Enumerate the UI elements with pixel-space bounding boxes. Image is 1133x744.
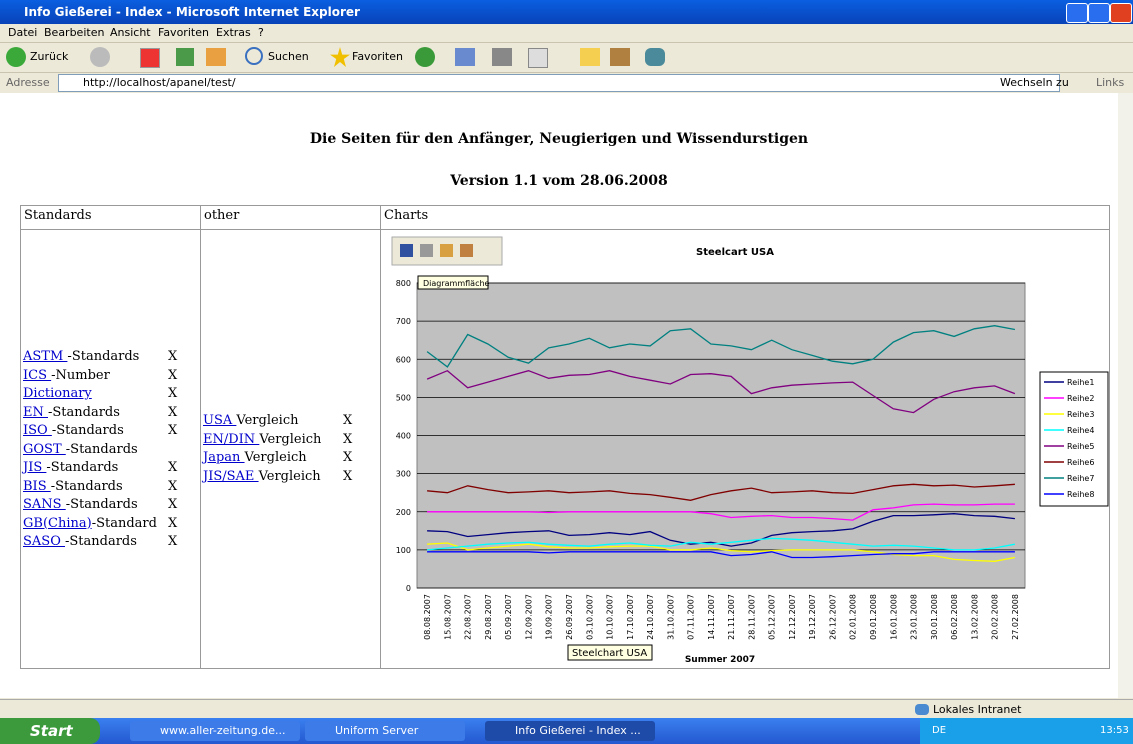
x-tick-label: 21.11.2007 xyxy=(727,594,736,640)
x-tick-label: 09.01.2008 xyxy=(869,594,878,640)
x-tick-label: 26.12.2007 xyxy=(828,594,837,640)
x-tick-label: 14.11.2007 xyxy=(707,594,716,640)
y-tick-label: 300 xyxy=(396,470,411,479)
x-tick-label: 28.11.2007 xyxy=(747,594,756,640)
x-axis-title: Summer 2007 xyxy=(685,655,755,665)
x-tick-label: 12.09.2007 xyxy=(524,594,533,640)
status-zone: Lokales Intranet xyxy=(933,700,1021,719)
legend-label: Reihe8 xyxy=(1067,490,1094,499)
x-tick-label: 30.01.2008 xyxy=(930,594,939,640)
taskbar: Start www.aller-zeitung.de... Uniform Se… xyxy=(0,718,1133,744)
x-tick-label: 23.01.2008 xyxy=(910,594,919,640)
x-tick-label: 22.08.2007 xyxy=(464,594,473,640)
x-tick-label: 17.10.2007 xyxy=(626,594,635,640)
x-tick-label: 08.08.2007 xyxy=(423,594,432,640)
x-tick-label: 07.11.2007 xyxy=(687,594,696,640)
x-tick-label: 20.02.2008 xyxy=(991,594,1000,640)
x-tick-label: 03.10.2007 xyxy=(585,594,594,640)
task-button[interactable]: www.aller-zeitung.de... xyxy=(130,721,300,741)
legend-label: Reihe7 xyxy=(1067,474,1094,483)
x-tick-label: 16.01.2008 xyxy=(889,594,898,640)
y-tick-label: 700 xyxy=(396,317,411,326)
x-tick-label: 13.02.2008 xyxy=(970,594,979,640)
y-tick-label: 100 xyxy=(396,546,411,555)
save-icon[interactable] xyxy=(400,244,413,257)
x-tick-label: 15.08.2007 xyxy=(443,594,452,640)
print-icon[interactable] xyxy=(420,244,433,257)
legend-label: Reihe1 xyxy=(1067,378,1094,387)
legend-label: Reihe4 xyxy=(1067,426,1094,435)
x-tick-label: 10.10.2007 xyxy=(606,594,615,640)
legend-label: Reihe3 xyxy=(1067,410,1094,419)
task-button[interactable]: Uniform Server xyxy=(305,721,465,741)
legend-label: Reihe2 xyxy=(1067,394,1094,403)
x-tick-label: 05.09.2007 xyxy=(504,594,513,640)
page: {"window": {"title": "Info Gießerei - In… xyxy=(0,0,1133,744)
x-tick-label: 06.02.2008 xyxy=(950,594,959,640)
zone-icon xyxy=(915,704,929,715)
legend-label: Reihe6 xyxy=(1067,458,1094,467)
y-tick-label: 500 xyxy=(396,393,411,402)
x-tick-label: 29.08.2007 xyxy=(484,594,493,640)
x-tick-label: 19.12.2007 xyxy=(808,594,817,640)
x-tick-label: 05.12.2007 xyxy=(768,594,777,640)
x-tick-label: 31.10.2007 xyxy=(666,594,675,640)
y-tick-label: 400 xyxy=(396,432,411,441)
x-tick-label: 26.09.2007 xyxy=(565,594,574,640)
chart: Steelcart USA 0 100 200 300 400 500 600 700 800 08… xyxy=(0,0,1133,744)
y-tick-label: 600 xyxy=(396,355,411,364)
legend-label: Reihe5 xyxy=(1067,442,1094,451)
y-tick-label: 800 xyxy=(396,279,411,288)
tooltip-text: Diagrammfläche xyxy=(423,279,490,288)
legend xyxy=(1040,372,1108,506)
chart-title: Steelcart USA xyxy=(696,247,774,258)
tooltip-text: Steelchart USA xyxy=(572,648,647,659)
x-tick-label: 24.10.2007 xyxy=(646,594,655,640)
start-button[interactable]: Start xyxy=(0,718,100,744)
export-icon[interactable] xyxy=(440,244,453,257)
copy-icon[interactable] xyxy=(460,244,473,257)
x-tick-label: 02.01.2008 xyxy=(849,594,858,640)
status-bar: Lokales Intranet xyxy=(0,699,1133,719)
y-tick-label: 200 xyxy=(396,508,411,517)
x-tick-label: 12.12.2007 xyxy=(788,594,797,640)
y-tick-label: 0 xyxy=(406,584,411,593)
x-tick-label: 27.02.2008 xyxy=(1011,594,1020,640)
task-button[interactable]: Info Gießerei - Index ... xyxy=(485,721,655,741)
language[interactable]: DE xyxy=(932,718,946,744)
body: Info Gießerei - Index - Microsoft Intern… xyxy=(0,0,1133,744)
clock: 13:53 xyxy=(1100,718,1129,744)
x-tick-label: 19.09.2007 xyxy=(545,594,554,640)
